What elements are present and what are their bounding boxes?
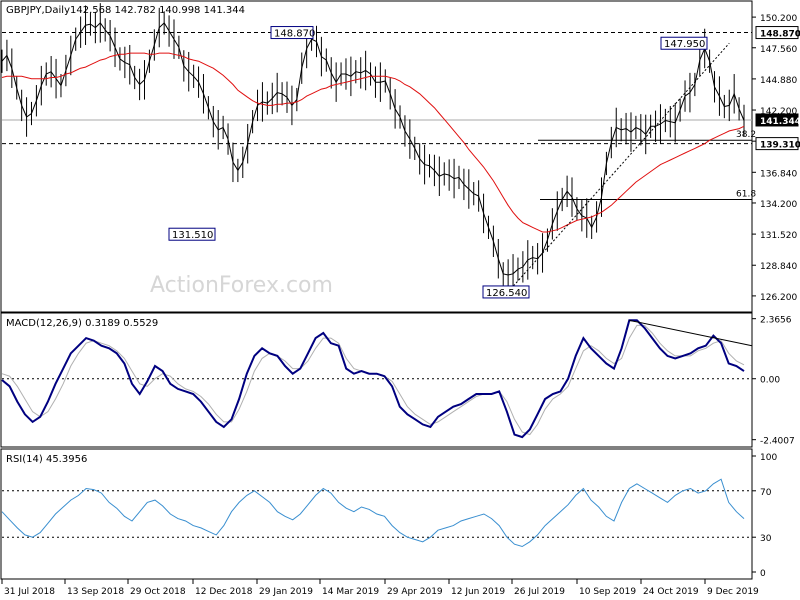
macd-tick-label: 0.00 <box>760 376 780 386</box>
rsi-header: RSI(14) 45.3956 <box>6 454 87 465</box>
x-tick-label: 14 Mar 2019 <box>322 587 379 597</box>
macd-tick-label: 2.3656 <box>760 316 792 326</box>
x-axis: 31 Jul 2018 13 Sep 2018 29 Oct 2018 12 Dec … <box>1 579 759 597</box>
x-tick-label: 26 Jul 2019 <box>514 587 565 597</box>
x-tick-label: 12 Jun 2019 <box>451 587 505 597</box>
fib-label-1: 61.8 <box>736 189 756 199</box>
macd-trendline <box>629 319 753 347</box>
rsi-panel-frame <box>0 448 753 580</box>
price-header-symbol: GBPJPY,Daily <box>6 5 70 16</box>
annotation-box-3 <box>482 285 530 299</box>
annotation-box-2 <box>168 227 216 241</box>
price-tick-label: 150.200 <box>760 14 797 24</box>
annotation-label-1: 147.950 <box>664 39 705 50</box>
rsi-tick-label: 70 <box>760 488 772 498</box>
annotation-label-0: 148.870 <box>274 29 315 40</box>
price-tick-label: 131.520 <box>760 231 797 241</box>
price-tick-label: 147.560 <box>760 45 797 55</box>
x-tick-label: 12 Dec 2018 <box>195 587 253 597</box>
rsi-line <box>1 478 745 548</box>
axis-label-high: 148.870 <box>760 30 800 40</box>
x-tick-label: 24 Oct 2019 <box>643 587 699 597</box>
trend-line <box>507 42 730 293</box>
axis-label-high-box <box>755 26 799 40</box>
macd-panel-frame <box>0 312 753 448</box>
price-tick-label: 134.200 <box>760 200 797 210</box>
macd-header: MACD(12,26,9) 0.3189 0.5529 <box>6 318 158 329</box>
macd-line <box>1 319 745 439</box>
x-tick-label: 29 Oct 2018 <box>130 587 186 597</box>
axis-label-support-box <box>755 137 799 151</box>
annotation-label-2: 131.510 <box>172 230 213 241</box>
rsi-layer: 100 70 30 0 <box>1 453 777 579</box>
x-tick-label: 9 Dec 2019 <box>707 587 759 597</box>
macd-tick-label: -2.4007 <box>760 437 795 447</box>
moving-average-line <box>1 52 745 233</box>
rsi-tick-label: 0 <box>760 569 766 579</box>
annotation-box-0 <box>270 26 314 40</box>
macd-layer: 2.3656 0.00 -2.4007 <box>1 316 795 447</box>
annotation-box-1 <box>660 36 708 50</box>
price-tick-label: 142.200 <box>760 107 797 117</box>
price-layer: 38.2 61.8 148.870 147.950 131.510 126.540 150.… <box>1 3 800 303</box>
price-tick-label: 128.840 <box>760 262 797 272</box>
price-header-ohlc: 142.568 142.782 140.998 141.344 <box>70 5 245 16</box>
price-tick-label: 144.880 <box>760 76 797 86</box>
annotation-label-3: 126.540 <box>486 288 527 299</box>
axis-label-support: 139.310 <box>760 141 800 151</box>
x-tick-label: 31 Jul 2018 <box>4 587 55 597</box>
axis-label-current-box <box>755 113 799 127</box>
price-panel-frame <box>0 0 753 313</box>
price-tick-label: 136.840 <box>760 169 797 179</box>
x-tick-label: 10 Sep 2019 <box>579 587 636 597</box>
rsi-tick-label: 30 <box>760 534 772 544</box>
axis-label-current: 141.344 <box>760 117 800 127</box>
price-tick-label: 126.200 <box>760 293 797 303</box>
x-tick-label: 29 Apr 2019 <box>387 587 443 597</box>
fib-label-0: 38.2 <box>736 130 756 140</box>
x-tick-label: 13 Sep 2018 <box>67 587 124 597</box>
price-line <box>1 22 745 276</box>
watermark: ActionForex.com <box>150 273 333 298</box>
x-tick-label: 29 Jan 2019 <box>259 587 313 597</box>
rsi-tick-label: 100 <box>760 453 777 463</box>
